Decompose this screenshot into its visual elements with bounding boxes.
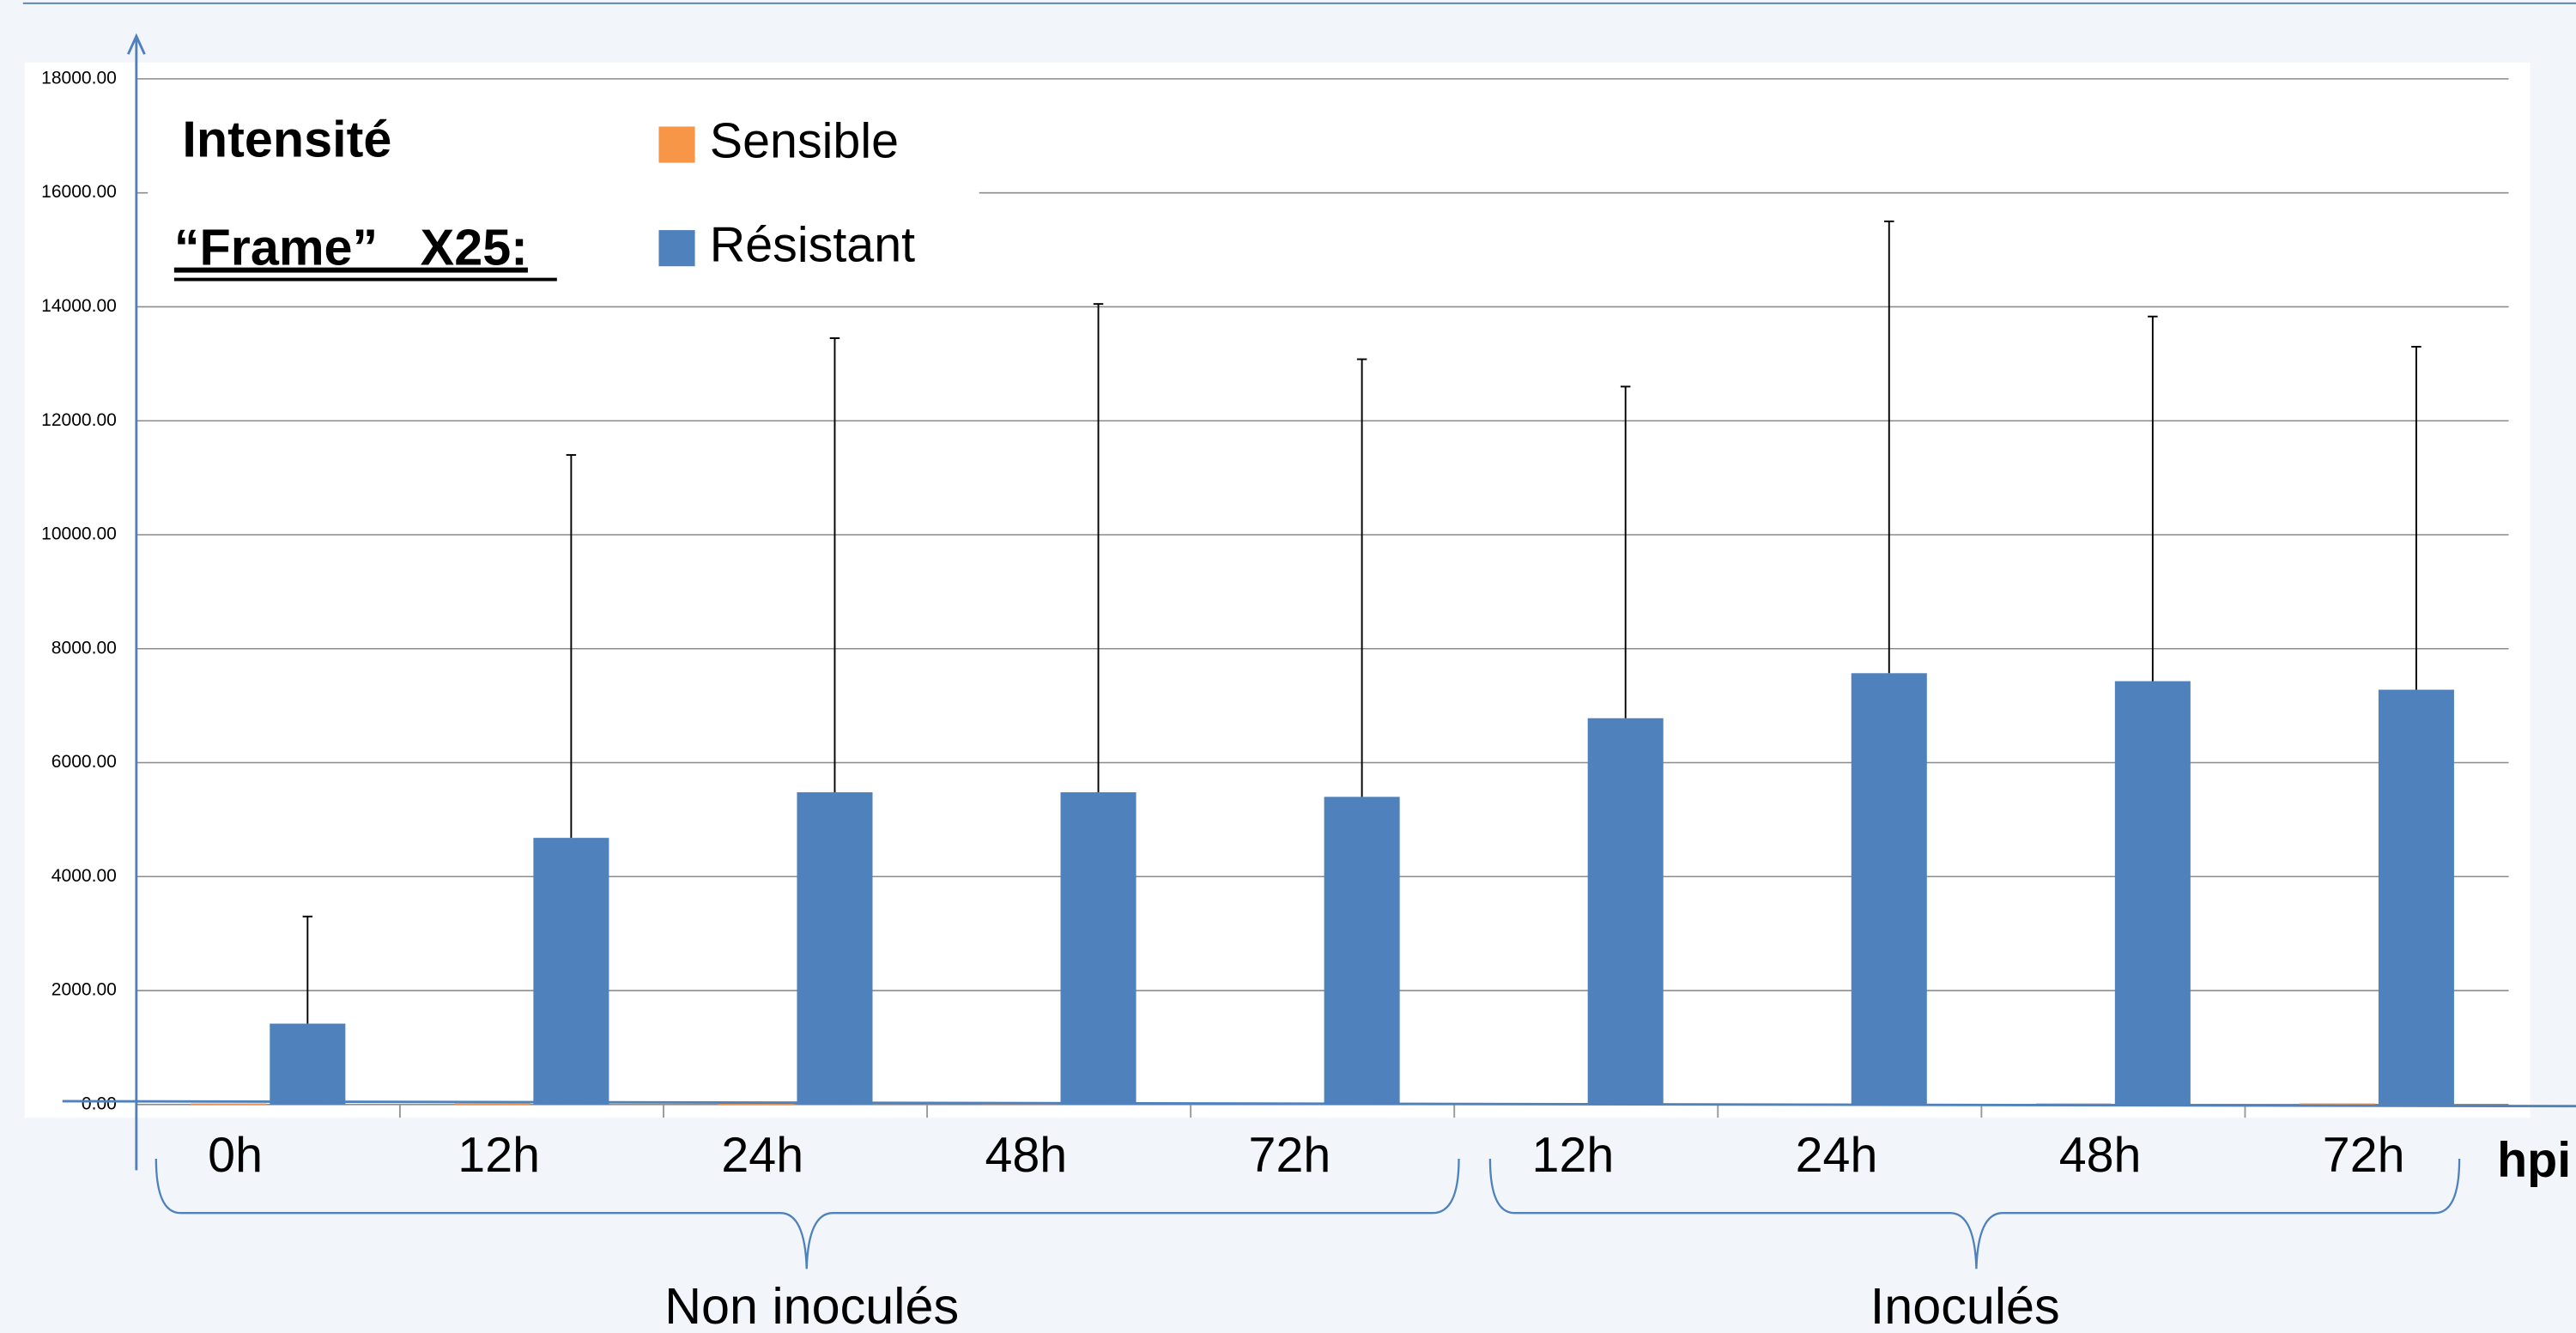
bar xyxy=(718,1103,794,1105)
bar xyxy=(1060,792,1136,1105)
y-tick-label: 14000.00 xyxy=(41,296,117,316)
legend-swatch xyxy=(658,126,695,163)
y-tick-label: 12000.00 xyxy=(41,410,117,430)
group-brace xyxy=(155,1159,1460,1269)
x-axis-label: hpi xyxy=(2497,1133,2571,1188)
bar xyxy=(1587,718,1664,1105)
x-tick-label: 48h xyxy=(2059,1128,2142,1183)
bar xyxy=(270,1023,346,1105)
bar xyxy=(1851,673,1927,1105)
x-tick-label: 12h xyxy=(1532,1128,1615,1183)
bar xyxy=(1324,797,1400,1105)
y-tick-label: 18000.00 xyxy=(41,68,117,88)
y-tick-label: 0.00 xyxy=(82,1094,117,1113)
x-tick-label: 48h xyxy=(985,1128,1067,1183)
x-axis xyxy=(62,1100,2576,1108)
y-tick-label: 16000.00 xyxy=(41,182,117,202)
bar xyxy=(2378,689,2454,1105)
bar xyxy=(2114,681,2191,1105)
x-tick-label: 72h xyxy=(2323,1128,2405,1183)
group-label: Inoculés xyxy=(1870,1277,2060,1333)
y-tick-label: 4000.00 xyxy=(52,866,117,886)
chart-subtitle: “Frame” X25: xyxy=(174,219,528,276)
x-tick-label: 72h xyxy=(1249,1128,1331,1183)
y-tick-label: 8000.00 xyxy=(52,638,117,657)
chart-title: Intensité xyxy=(182,110,391,167)
x-tick-label: 24h xyxy=(721,1128,803,1183)
group-label: Non inoculés xyxy=(664,1277,959,1333)
bar xyxy=(191,1103,267,1105)
legend-label: Résistant xyxy=(710,217,915,272)
x-tick-label: 12h xyxy=(458,1128,540,1183)
y-tick-label: 2000.00 xyxy=(52,980,117,1000)
marks xyxy=(191,220,2454,1118)
legend-swatch xyxy=(658,230,695,267)
bar xyxy=(454,1103,530,1105)
y-tick-label: 6000.00 xyxy=(52,752,117,772)
bar xyxy=(2300,1103,2376,1105)
x-tick-label: 0h xyxy=(208,1128,263,1183)
legend-box xyxy=(148,90,979,296)
bar xyxy=(533,838,609,1105)
y-axis-arrow xyxy=(126,33,146,55)
legend-label: Sensible xyxy=(710,114,899,169)
bar xyxy=(797,792,873,1105)
y-tick-label: 10000.00 xyxy=(41,524,117,544)
group-brace xyxy=(1488,1159,2461,1269)
x-tick-label: 24h xyxy=(1796,1128,1878,1183)
